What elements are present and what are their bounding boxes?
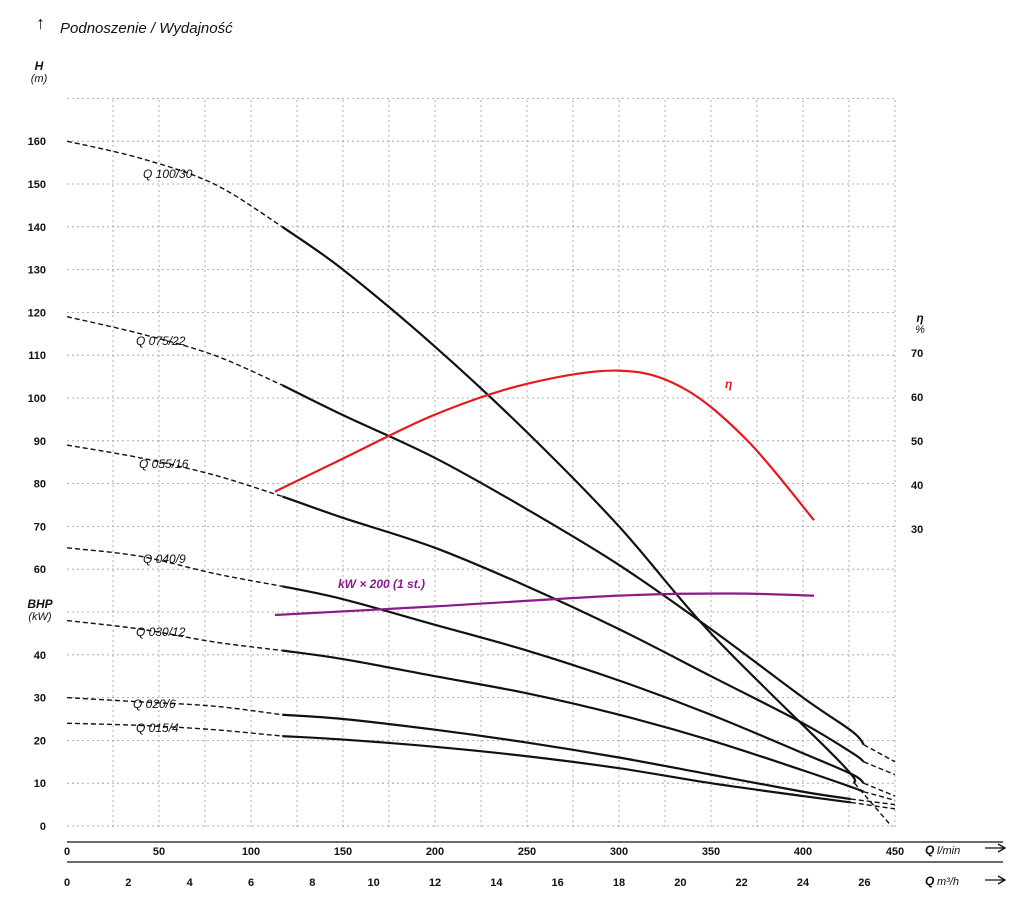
curve-q-030-12-dashed bbox=[66, 619, 283, 652]
curve-q-075-22-dashed bbox=[66, 315, 283, 386]
y-tick-label: 60 bbox=[34, 564, 46, 576]
x2-tick-label: 22 bbox=[736, 877, 748, 889]
y-tick-label: 0 bbox=[40, 821, 46, 833]
x-tick-label: 50 bbox=[153, 846, 165, 858]
x-axis-label: Q bbox=[925, 843, 935, 857]
series-label: η bbox=[725, 377, 732, 391]
y-tick-label: 130 bbox=[28, 265, 46, 277]
x-tick-label: 450 bbox=[886, 846, 904, 858]
curve-q-055-16 bbox=[281, 495, 865, 763]
curve-q-030-12 bbox=[282, 649, 865, 793]
curve-q-015-4-dashed bbox=[66, 722, 283, 737]
x2-tick-label: 2 bbox=[125, 877, 131, 889]
x-tick-label: 0 bbox=[64, 846, 70, 858]
y-tick-label: 120 bbox=[28, 307, 46, 319]
x2-tick-label: 24 bbox=[797, 877, 810, 889]
curve-q-040-9-dashed bbox=[66, 547, 283, 588]
curve-q-075-22 bbox=[281, 384, 865, 746]
x-tick-label: 400 bbox=[794, 846, 812, 858]
curve-q-075-22-tail bbox=[863, 744, 896, 763]
curve-q-030-12-tail bbox=[863, 791, 896, 801]
x2-tick-label: 18 bbox=[613, 877, 625, 889]
x2-tick-label: 10 bbox=[368, 877, 380, 889]
y-tick-label: 80 bbox=[34, 479, 46, 491]
series-label: Q 020/6 bbox=[133, 697, 176, 711]
eta-tick-label: 30 bbox=[911, 524, 923, 536]
series-label: Q 075/22 bbox=[136, 334, 186, 348]
x-tick-label: 150 bbox=[334, 846, 352, 858]
y-tick-label: 20 bbox=[34, 735, 46, 747]
eta-tick-label: 40 bbox=[911, 480, 923, 492]
eta-axis-label: η bbox=[916, 311, 923, 325]
x-arrow-icon bbox=[985, 875, 1007, 885]
bhp-axis-label: BHP bbox=[27, 597, 53, 611]
x-tick-label: 200 bbox=[426, 846, 444, 858]
curve-q-015-4 bbox=[282, 735, 851, 804]
series-label: Q 040/9 bbox=[143, 552, 186, 566]
x2-tick-label: 8 bbox=[309, 877, 315, 889]
eta-tick-label: 60 bbox=[911, 392, 923, 404]
curve-q-040-9-tail bbox=[863, 782, 896, 797]
eta-tick-label: 70 bbox=[911, 348, 923, 360]
curve-q-055-16-tail bbox=[863, 761, 896, 776]
curve-q-020-6-dashed bbox=[66, 696, 283, 716]
x2-tick-label: 20 bbox=[674, 877, 686, 889]
y-tick-label: 90 bbox=[34, 436, 46, 448]
x-tick-label: 350 bbox=[702, 846, 720, 858]
series-label: kW × 200 (1 st.) bbox=[338, 577, 425, 591]
y-tick-label: 110 bbox=[28, 350, 46, 362]
chart-title: Podnoszenie / Wydajność bbox=[60, 20, 233, 37]
x2-tick-label: 4 bbox=[187, 877, 194, 889]
series-label: Q 100/30 bbox=[143, 167, 193, 181]
y-tick-label: 30 bbox=[34, 693, 46, 705]
curve-eta bbox=[274, 369, 815, 521]
x2-tick-label: 0 bbox=[64, 877, 70, 889]
bhp-axis-unit: (kW) bbox=[28, 611, 52, 623]
y-tick-label: 70 bbox=[34, 521, 46, 533]
x2-axis-label: Q bbox=[925, 874, 935, 888]
y-tick-label: 10 bbox=[34, 778, 46, 790]
x-axis-unit: l/min bbox=[937, 845, 960, 857]
x2-tick-label: 12 bbox=[429, 877, 441, 889]
x2-axis-unit: m³/h bbox=[937, 876, 959, 888]
y-tick-label: 150 bbox=[28, 179, 46, 191]
curve-kw-200-1-st bbox=[274, 592, 815, 617]
x2-tick-label: 14 bbox=[490, 877, 503, 889]
curve-q-100-30 bbox=[281, 225, 857, 784]
y-tick-label: 100 bbox=[28, 393, 46, 405]
x-tick-label: 300 bbox=[610, 846, 628, 858]
x2-tick-label: 6 bbox=[248, 877, 254, 889]
curve-q-015-4-tail bbox=[850, 801, 896, 810]
curve-q-100-30-dashed bbox=[66, 140, 283, 228]
y-tick-label: 160 bbox=[28, 136, 46, 148]
x2-tick-label: 26 bbox=[858, 877, 870, 889]
y-tick-label: 40 bbox=[34, 650, 46, 662]
eta-tick-label: 50 bbox=[911, 436, 923, 448]
x-tick-label: 100 bbox=[242, 846, 260, 858]
y-tick-label: 140 bbox=[28, 222, 46, 234]
x-tick-label: 250 bbox=[518, 846, 536, 858]
x2-tick-label: 16 bbox=[552, 877, 564, 889]
y-axis-unit: (m) bbox=[31, 73, 48, 85]
series-label: Q 055/16 bbox=[139, 457, 189, 471]
series-label: Q 015/4 bbox=[136, 721, 179, 735]
eta-axis-unit: % bbox=[915, 324, 925, 336]
curve-q-020-6 bbox=[282, 713, 852, 801]
curve-q-055-16-dashed bbox=[66, 444, 283, 498]
up-arrow-icon: ↑ bbox=[36, 13, 45, 33]
series-label: Q 030/12 bbox=[136, 625, 186, 639]
y-axis-label: H bbox=[35, 59, 44, 73]
x-arrow-icon bbox=[985, 843, 1007, 853]
